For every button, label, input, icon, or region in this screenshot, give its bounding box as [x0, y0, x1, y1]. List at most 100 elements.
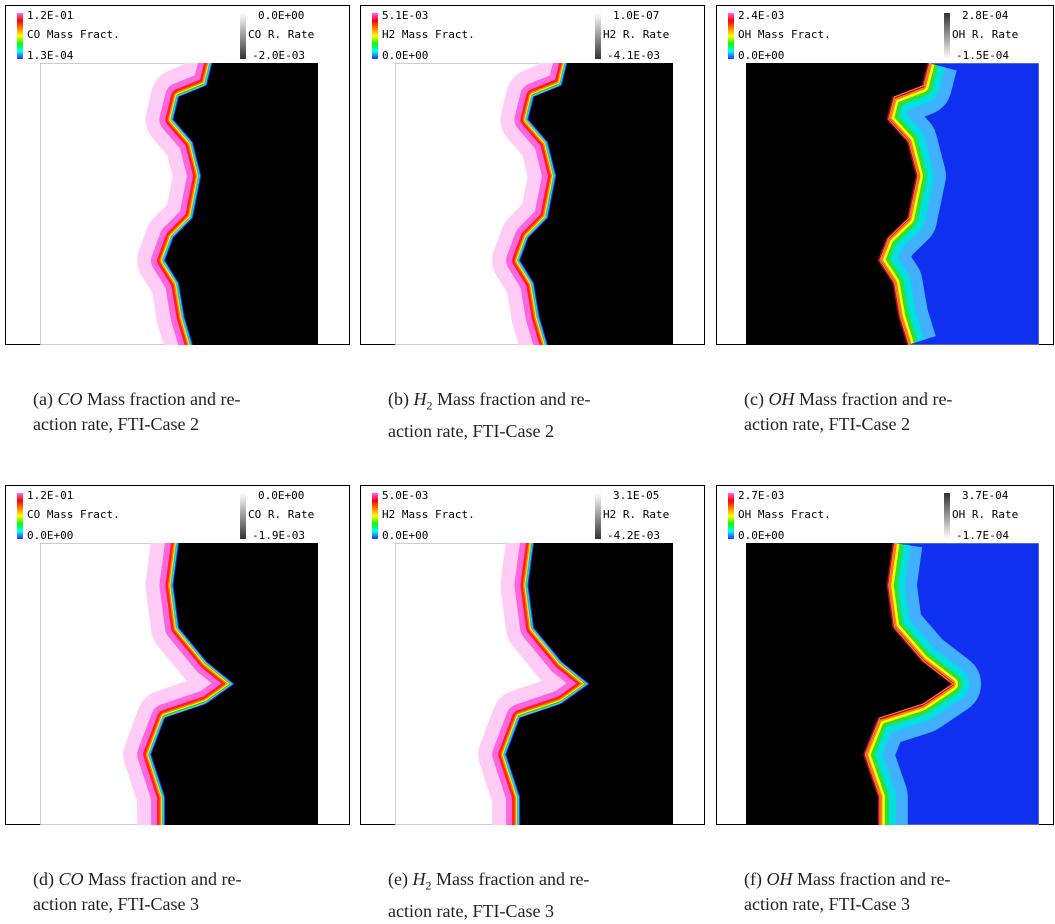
figure-panel: 1.2E-01 CO Mass Fract. 1.3E-04 0.0E+00 CO R.…: [5, 5, 350, 345]
caption-text: Mass fraction and re-: [435, 869, 590, 889]
caption-text: Mass fraction and re-: [88, 869, 242, 889]
figure-panel: 1.2E-01 CO Mass Fract. 0.0E+00 0.0E+00 CO R.…: [5, 485, 350, 825]
colorbar-max: 5.1E-03: [382, 9, 428, 22]
colorbar-min: 0.0E+00: [382, 529, 428, 542]
colorbar-max: 2.4E-03: [738, 9, 784, 22]
dark-region: [746, 63, 928, 345]
figure-panel: 5.0E-03 H2 Mass Fract. 0.0E+00 3.1E-05 H2 R.…: [360, 485, 705, 825]
caption-line: action rate, FTI-Case 3: [33, 894, 199, 914]
colorbar-min: -1.5E-04: [956, 49, 1009, 62]
colorbar: [372, 493, 378, 539]
caption-line: action rate, FTI-Case 2: [388, 420, 554, 441]
front-band: [505, 543, 591, 825]
field: [40, 63, 318, 345]
front-band: [150, 543, 236, 825]
colorbar: [944, 13, 950, 59]
caption-species: CO: [57, 389, 83, 409]
colorbar: [240, 13, 246, 59]
colorbar-min: 0.0E+00: [738, 49, 784, 62]
caption: (f) OH Mass fraction and re-action rate,…: [744, 867, 950, 917]
caption: (d) CO Mass fraction and re-action rate,…: [33, 867, 241, 917]
dark-region: [746, 543, 952, 825]
colorbar-max: 0.0E+00: [258, 9, 304, 22]
colorbar: [728, 493, 734, 539]
colorbar-title: H2 Mass Fract.: [382, 28, 475, 41]
colorbar-max: 1.2E-01: [27, 489, 73, 502]
caption: (b) H2 Mass fraction and re-action rate,…: [388, 387, 590, 444]
colorbar-min: 0.0E+00: [738, 529, 784, 542]
colorbar: [240, 493, 246, 539]
caption-line: action rate, FTI-Case 2: [33, 414, 199, 434]
colorbar-max: 1.0E-07: [613, 9, 659, 22]
rate-contour: [864, 543, 954, 825]
caption-line: (b) H2 Mass fraction and re-: [388, 387, 590, 419]
caption-species: CO: [58, 869, 84, 889]
figure-panel: 5.1E-03 H2 Mass Fract. 0.0E+00 1.0E-07 H2 R.…: [360, 5, 705, 345]
field: [746, 63, 1039, 345]
colorbar: [372, 13, 378, 59]
caption-label: (e): [388, 869, 408, 889]
colorbar-min: 0.0E+00: [382, 49, 428, 62]
colorbar-title: CO Mass Fract.: [27, 508, 120, 521]
colorbar-title: OH Mass Fract.: [738, 508, 831, 521]
field: [40, 543, 318, 825]
colorbar-max: 3.7E-04: [962, 489, 1009, 502]
colorbar: [595, 493, 601, 539]
caption: (e) H2 Mass fraction and re-action rate,…: [388, 867, 589, 924]
colorbar: [944, 493, 950, 539]
colorbar: [595, 13, 601, 59]
caption-line: (e) H2 Mass fraction and re-: [388, 867, 589, 899]
colorbar-max: 5.0E-03: [382, 489, 428, 502]
caption-text: Mass fraction and re-: [798, 389, 953, 409]
caption-species: OH: [766, 869, 793, 889]
caption-subscript: 2: [426, 398, 433, 413]
colorbar: [17, 13, 23, 59]
colorbar-min: -2.0E-03: [252, 49, 305, 62]
caption-text: Mass fraction and re-: [796, 869, 951, 889]
colorbar-title: H2 Mass Fract.: [382, 508, 475, 521]
caption: (c) OH Mass fraction and re-action rate,…: [744, 387, 952, 437]
colorbar-min: 1.3E-04: [27, 49, 74, 62]
caption-species: OH: [768, 389, 795, 409]
colorbar-title: CO R. Rate: [248, 508, 314, 521]
colorbar-title: CO R. Rate: [248, 28, 314, 41]
caption-line: action rate, FTI-Case 2: [744, 414, 910, 434]
colorbar-min: -1.7E-04: [956, 529, 1009, 542]
colorbar-title: CO Mass Fract.: [27, 28, 120, 41]
caption-line: (d) CO Mass fraction and re-: [33, 867, 241, 892]
caption-line: (a) CO Mass fraction and re-: [33, 387, 240, 412]
dark-region: [165, 63, 318, 345]
colorbar-min: -1.9E-03: [252, 529, 305, 542]
dark-region: [520, 63, 673, 345]
caption-species: H: [413, 389, 427, 409]
caption-text: Mass fraction and re-: [437, 389, 591, 409]
colorbar-max: 1.2E-01: [27, 9, 73, 22]
colorbar-max: 2.7E-03: [738, 489, 784, 502]
field: [395, 63, 673, 345]
rate-contour: [161, 63, 210, 345]
rate-contour: [516, 63, 565, 345]
colorbar-max: 3.1E-05: [613, 489, 659, 502]
caption-line: (c) OH Mass fraction and re-: [744, 387, 952, 412]
caption-label: (d): [33, 869, 54, 889]
colorbar-title: OH Mass Fract.: [738, 28, 831, 41]
rate-contour: [147, 543, 233, 825]
colorbar-max: 2.8E-04: [962, 9, 1009, 22]
figure-panel: 2.7E-03 OH Mass Fract. 0.0E+00 3.7E-04 OH R.…: [716, 485, 1054, 825]
caption-text: Mass fraction and re-: [87, 389, 241, 409]
colorbar-title: OH R. Rate: [952, 28, 1018, 41]
field: [746, 543, 1039, 825]
colorbar-min: -4.1E-03: [607, 49, 660, 62]
caption-line: action rate, FTI-Case 3: [744, 894, 910, 914]
colorbar-max: 0.0E+00: [258, 489, 304, 502]
caption: (a) CO Mass fraction and re-action rate,…: [33, 387, 240, 437]
colorbar: [17, 493, 23, 539]
caption-line: (f) OH Mass fraction and re-: [744, 867, 950, 892]
field: [395, 543, 673, 825]
caption-species: H: [412, 869, 426, 889]
rate-contour: [879, 63, 931, 345]
caption-label: (c): [744, 389, 764, 409]
caption-label: (f): [744, 869, 762, 889]
caption-label: (b): [388, 389, 409, 409]
